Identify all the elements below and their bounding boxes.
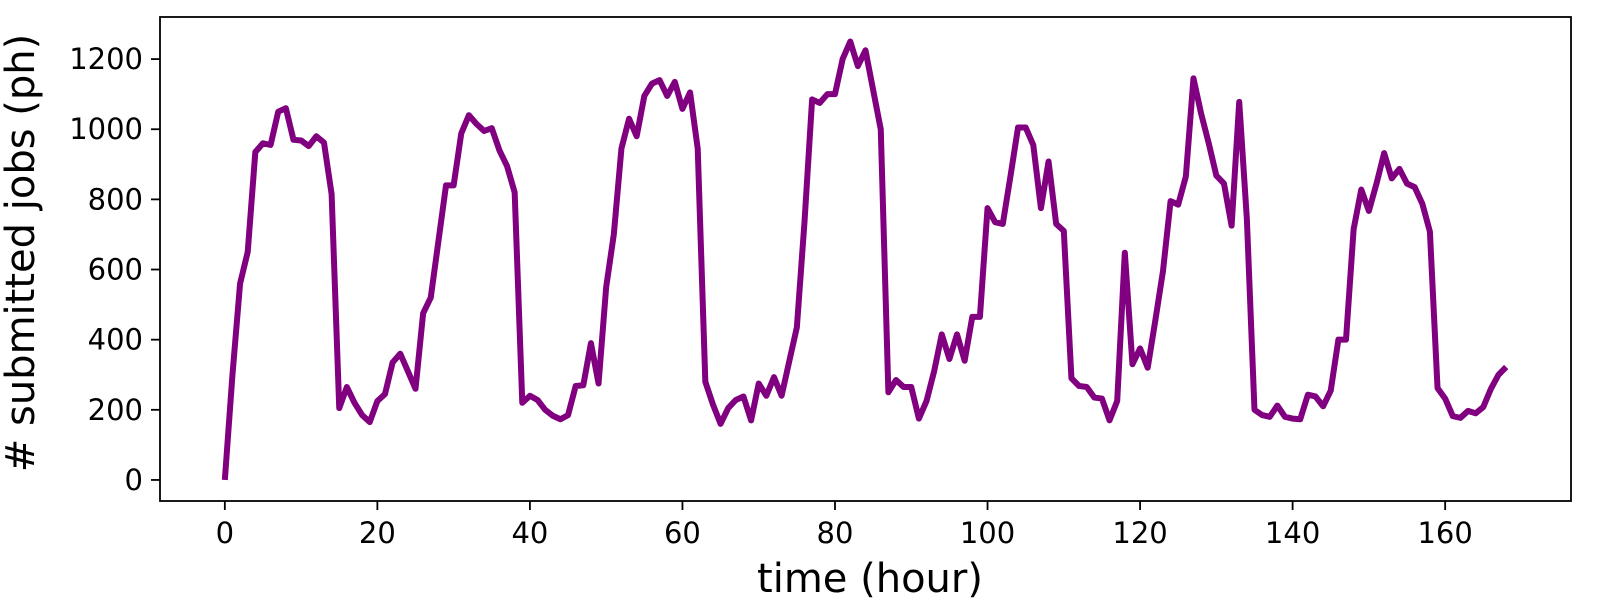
x-tick-label: 40 xyxy=(511,516,548,550)
y-tick-label: 800 xyxy=(88,182,143,216)
y-tick-label: 1000 xyxy=(69,112,143,146)
y-tick-label: 1200 xyxy=(69,42,143,76)
x-tick-label: 0 xyxy=(216,516,234,550)
x-tick-label: 80 xyxy=(817,516,854,550)
plot-area xyxy=(159,16,1572,502)
y-axis-ticks: 0 200 400 600 800 1000 1200 xyxy=(69,42,160,497)
x-axis-label: time (hour) xyxy=(757,556,983,600)
x-tick-label: 140 xyxy=(1265,516,1320,550)
x-axis-ticks: 0 20 40 60 80 100 120 140 160 xyxy=(216,501,1473,550)
x-tick-label: 20 xyxy=(359,516,396,550)
y-axis-label: # submitted jobs (ph) xyxy=(0,34,44,472)
y-tick-label: 600 xyxy=(88,253,143,287)
y-tick-label: 0 xyxy=(125,463,143,497)
x-tick-label: 100 xyxy=(960,516,1015,550)
y-tick-label: 200 xyxy=(88,393,143,427)
y-tick-label: 400 xyxy=(88,323,143,357)
x-tick-label: 60 xyxy=(664,516,701,550)
plot-frame xyxy=(159,16,1572,502)
x-tick-label: 160 xyxy=(1417,516,1472,550)
x-tick-label: 120 xyxy=(1112,516,1167,550)
series-line xyxy=(221,38,1509,481)
